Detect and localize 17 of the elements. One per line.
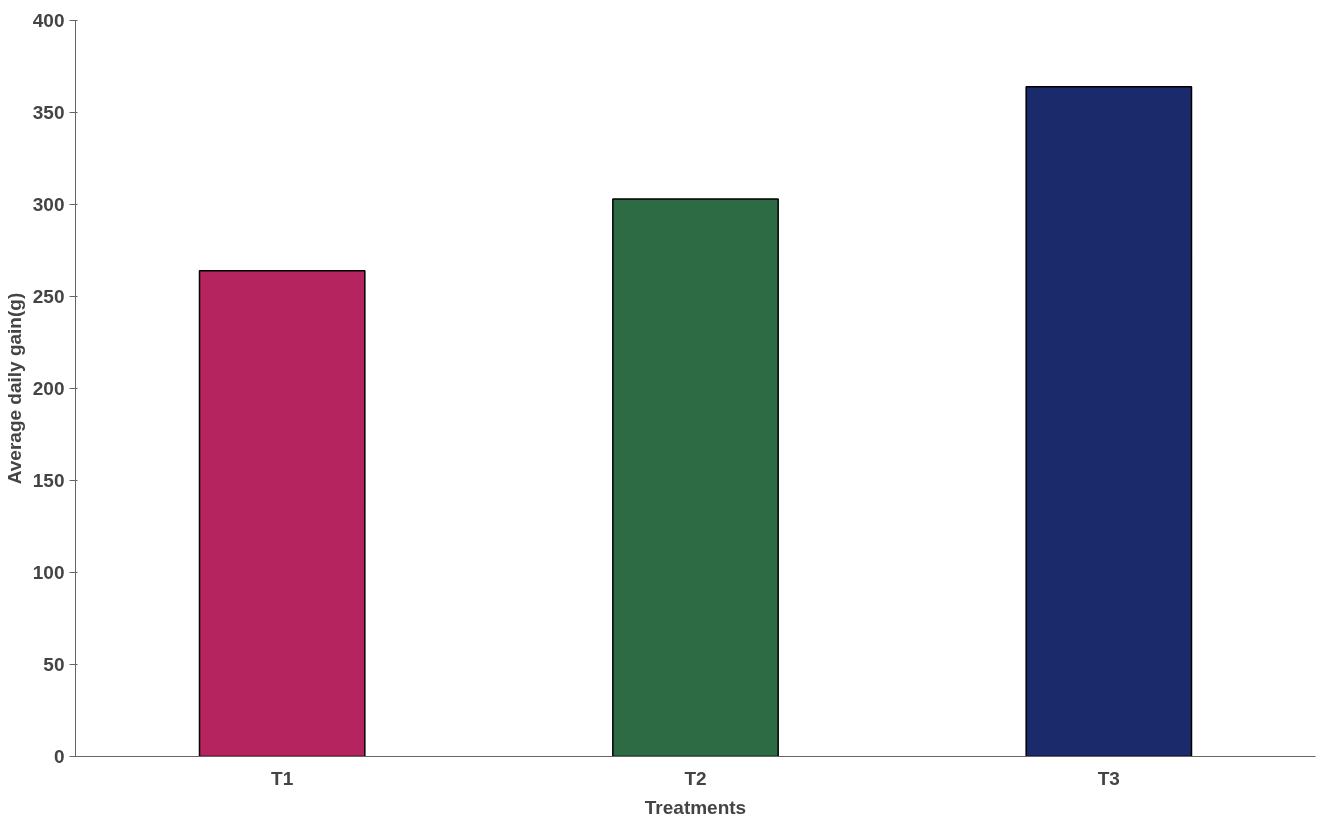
y-tick-label: 0: [53, 746, 65, 767]
bar: [612, 198, 779, 757]
x-axis-title: Treatments: [644, 796, 747, 818]
bar: [198, 269, 366, 757]
y-tick-label: 300: [32, 194, 65, 215]
y-axis-title: Average daily gain(g): [3, 292, 25, 485]
y-tick-label: 50: [43, 654, 65, 675]
y-tick-label: 200: [32, 378, 65, 399]
y-tick-label: 250: [32, 286, 65, 307]
y-tick-label: 150: [32, 470, 65, 491]
x-tick-label: T3: [1097, 767, 1120, 789]
y-tick-label: 350: [32, 102, 65, 123]
x-tick-label: T2: [684, 767, 707, 789]
bar: [1025, 85, 1193, 757]
y-tick-label: 400: [32, 10, 65, 31]
x-tick-label: T1: [271, 767, 294, 789]
y-tick-label: 100: [32, 562, 65, 583]
